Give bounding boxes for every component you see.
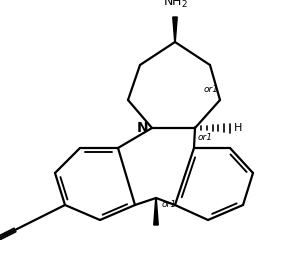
Text: or1: or1 [162,200,177,209]
Text: or1: or1 [198,133,213,142]
Text: N: N [137,121,148,135]
Text: NH$_2$: NH$_2$ [162,0,188,10]
Text: or1: or1 [204,85,219,95]
Polygon shape [154,198,158,225]
Polygon shape [173,17,177,42]
Text: H: H [234,123,242,133]
